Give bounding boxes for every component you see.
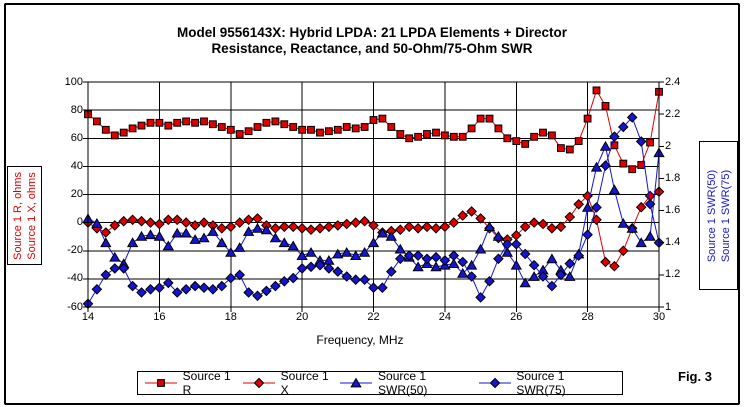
right-axis-tick-label: 1 (665, 300, 672, 313)
triangle-marker-icon (340, 377, 373, 388)
left-axis-tick-label: 100 (64, 75, 83, 88)
left-axis-tick-label: 80 (70, 103, 83, 116)
left-axis-tick-label: -60 (67, 300, 83, 313)
right-axis-tick-label: 1.8 (665, 171, 681, 184)
right-axis-tick-label: 1.4 (665, 236, 681, 249)
figure-number-label: Fig. 3 (678, 369, 712, 384)
left-axis-title-r: Source 1 R, ohms (11, 171, 24, 260)
right-axis-title-box: Source 1 SWR(50) Source 1 SWR(75) (699, 141, 738, 290)
left-axis-tick-label: 60 (70, 131, 83, 144)
x-axis-tick-label: 26 (510, 311, 523, 323)
chart-title-line1: Model 9556143X: Hybrid LPDA: 21 LPDA Ele… (177, 25, 567, 40)
legend-entry-source-1-swr-75: Source 1 SWR(75) (478, 369, 616, 397)
x-axis-tick-label: 22 (367, 311, 380, 323)
legend-label: Source 1 SWR(75) (516, 369, 566, 397)
legend-label: Source 1 X (280, 369, 329, 397)
diamond-marker-icon (243, 377, 276, 389)
left-axis-tick-label: -40 (67, 272, 83, 285)
x-axis-tick-label: 28 (581, 311, 594, 323)
x-axis-tick-label: 20 (296, 311, 309, 323)
legend: Source 1 R Source 1 X Source 1 SWR(50) Sour… (137, 369, 623, 397)
legend-entry-source-1-x: Source 1 X (242, 369, 339, 397)
x-axis-tick-label: 14 (81, 311, 95, 323)
x-axis-tick-label: 18 (224, 311, 237, 323)
right-axis-title-swr75: Source 1 SWR(75) (719, 169, 732, 262)
x-axis-label: Frequency, MHz (316, 333, 404, 347)
legend-entry-source-1-swr-50: Source 1 SWR(50) (339, 369, 477, 397)
left-axis-tick-label: 0 (76, 216, 83, 229)
x-axis-tick-label: 16 (153, 311, 166, 323)
chart-title-line2: Resistance, Reactance, and 50-Ohm/75-Ohm… (211, 41, 533, 56)
right-axis-title-swr50: Source 1 SWR(50) (705, 169, 718, 262)
left-axis-title-x: Source 1 X, ohms (25, 171, 38, 260)
right-axis-tick-label: 1.6 (665, 204, 681, 217)
legend-label: Source 1 SWR(50) (378, 369, 428, 397)
right-axis-tick-label: 2.4 (665, 75, 681, 88)
right-axis-tick-label: 2.2 (665, 107, 681, 120)
left-axis-tick-label: -20 (67, 244, 83, 257)
square-marker-icon (145, 379, 177, 387)
x-axis-tick-label: 24 (438, 311, 451, 323)
legend-entry-source-1-r: Source 1 R (144, 369, 242, 397)
diamond-marker-icon (478, 377, 511, 389)
right-axis-tick-label: 2 (665, 139, 672, 152)
right-axis-tick-label: 1.2 (665, 268, 681, 281)
left-axis-title-box: Source 1 R, ohms Source 1 X, ohms (7, 166, 42, 265)
series-source-1-swr-75 (82, 112, 665, 310)
legend-label: Source 1 R (182, 369, 231, 397)
x-axis-tick-label: 30 (652, 311, 666, 323)
left-axis-tick-label: 20 (70, 188, 83, 200)
left-axis-tick-label: 40 (70, 159, 83, 172)
